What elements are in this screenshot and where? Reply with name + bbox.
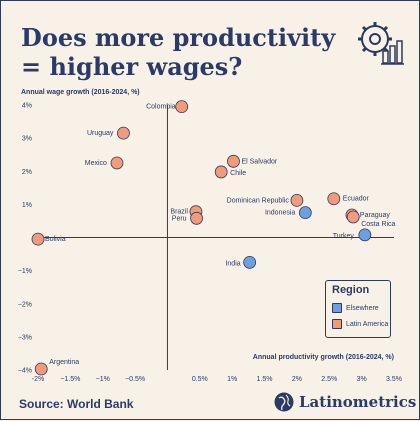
y-tick-label: −4% [18,368,32,375]
x-tick-label: 1.5% [257,376,273,383]
point-label-india: India [225,260,240,267]
y-tick-label: 2% [22,169,32,176]
brand-name: Latinometrics [299,393,417,411]
point-el-salvador [227,154,240,168]
x-tick-label: 2.5% [321,376,337,383]
point-label-bolivia: Bolivia [45,236,66,243]
point-label-uruguay: Uruguay [87,130,114,137]
x-axis-label: Annual productivity growth (2016-2024, %… [253,354,394,361]
page-title: Does more productivity = higher wages? [21,23,336,81]
globe-icon [274,392,294,412]
point-turkey [358,228,372,242]
y-tick-label: −1% [18,268,32,275]
point-ecuador [327,192,341,206]
chart-legend: Region Elsewhere Latin America [325,280,391,338]
x-tick-label: -2% [32,376,44,383]
legend-label-latin-america: Latin America [346,320,389,328]
point-argentina [34,362,48,376]
legend-item-elsewhere: Elsewhere [332,303,379,313]
point-label-colombia: Colombia [146,104,176,111]
y-tick-label: 1% [22,202,32,209]
chart-points [31,100,372,376]
point-label-peru: Peru [172,215,187,222]
point-label-argentina: Argentina [49,359,79,366]
x-tick-label: 2% [292,376,302,383]
point-label-paraguay: Paraguay [360,212,390,219]
y-tick-label: −2% [18,301,32,308]
y-tick-label: 4% [22,103,32,110]
point-mexico [110,156,124,170]
point-dominican-republic [290,193,304,207]
legend-swatch-elsewhere [332,303,342,313]
x-tick-label: 1% [227,376,237,383]
point-label-indonesia: Indonesia [265,210,295,217]
chart-point-labels: Colombia Uruguay Mexico El Salvador Chile Dom… [45,104,396,366]
x-tick-label: 3% [357,376,367,383]
point-bolivia [31,232,45,246]
legend-swatch-latin-america [332,319,342,329]
legend-label-elsewhere: Elsewhere [346,304,379,312]
point-label-costa-rica: Costa Rica [361,221,395,228]
point-label-el-salvador: El Salvador [241,158,277,165]
x-tick-label: 0.5% [192,376,208,383]
x-tick-label: −1.5% [60,376,80,383]
brand-logo: Latinometrics [273,390,416,414]
point-label-turkey: Turkey [333,233,355,240]
x-tick-label: −1% [96,376,110,383]
source-note: Source: World Bank [19,397,134,411]
legend-title: Region [332,284,370,296]
x-tick-label: 3.5% [386,376,402,383]
point-uruguay [117,126,130,140]
legend-item-latin-america: Latin America [332,319,388,329]
point-label-dominican-republic: Dominican Republic [227,197,290,204]
point-costa-rica [346,210,360,224]
point-chile [214,165,228,179]
point-peru [190,211,203,225]
chart-axes [35,105,394,370]
chart-ticks: -2% −1.5% −1% −0.5% 0.5% 1% 1.5% 2% 2.5% 3% 3.5% 4%… [18,103,402,384]
point-label-ecuador: Ecuador [343,196,370,203]
point-india [243,255,257,269]
point-label-brazil: Brazil [170,209,188,216]
y-tick-label: 3% [22,136,32,143]
y-tick-label: −3% [18,334,32,341]
point-label-chile: Chile [230,170,246,177]
point-label-mexico: Mexico [85,160,107,167]
y-axis-label: Annual wage growth (2016-2024, %) [21,89,140,96]
gear-chart-icon [358,22,404,65]
point-colombia [175,100,189,114]
point-indonesia [298,206,312,220]
x-tick-label: −0.5% [125,376,145,383]
